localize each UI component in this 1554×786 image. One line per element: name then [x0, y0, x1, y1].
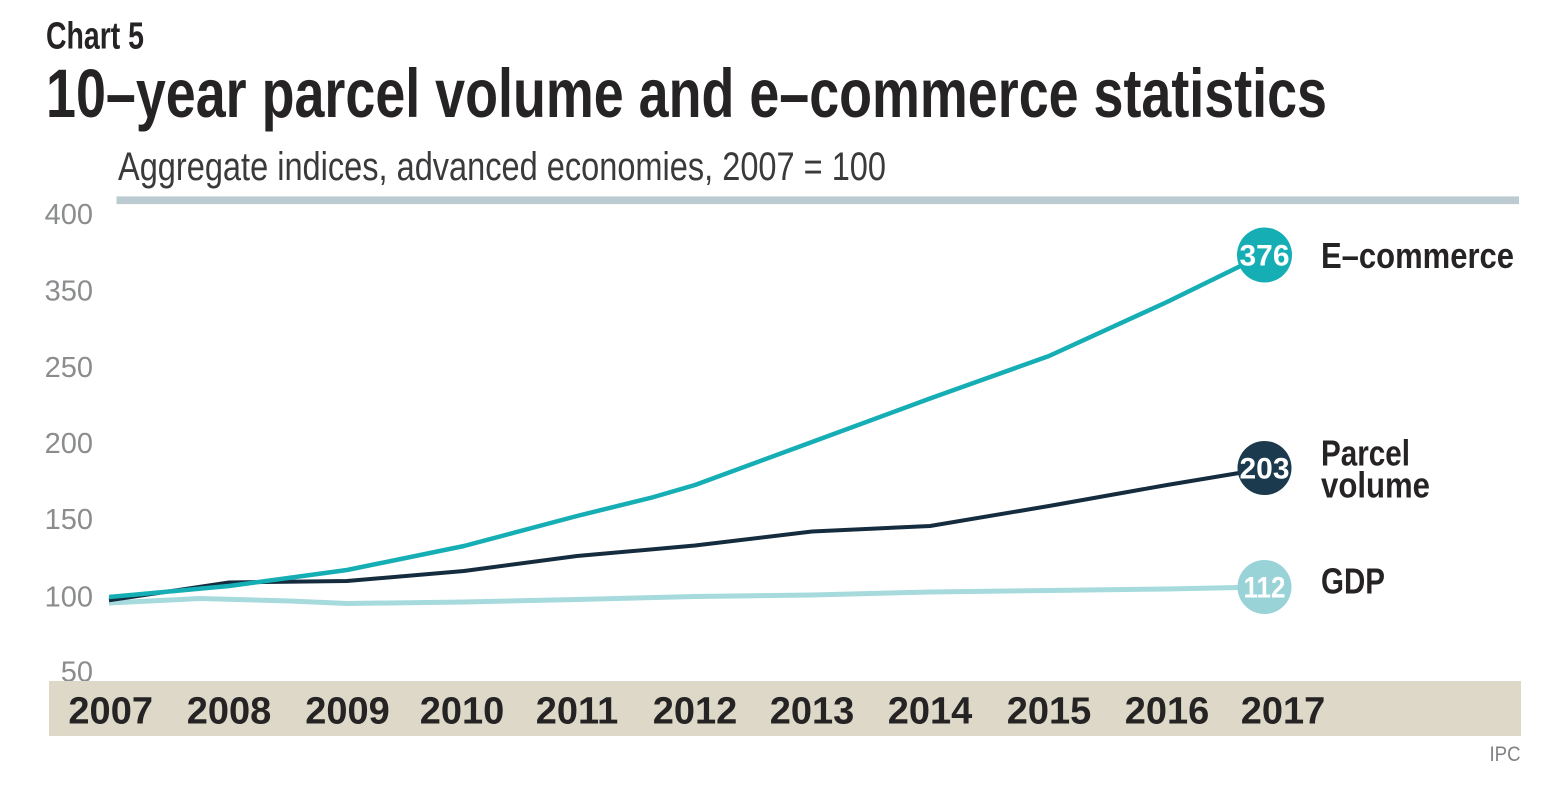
svg-text:volume: volume — [1321, 465, 1430, 506]
svg-text:112: 112 — [1244, 572, 1286, 605]
svg-text:376: 376 — [1240, 240, 1290, 273]
svg-text:150: 150 — [45, 504, 93, 536]
svg-text:250: 250 — [45, 352, 93, 384]
svg-text:2013: 2013 — [770, 691, 855, 733]
svg-text:GDP: GDP — [1321, 561, 1385, 602]
svg-text:Aggregate indices, advanced ec: Aggregate indices, advanced economies, 2… — [118, 145, 886, 189]
svg-text:IPC: IPC — [1490, 743, 1521, 766]
svg-text:Chart 5: Chart 5 — [46, 16, 144, 58]
svg-text:100: 100 — [45, 582, 93, 614]
svg-text:2008: 2008 — [187, 691, 272, 733]
svg-text:2016: 2016 — [1125, 691, 1210, 733]
svg-text:2007: 2007 — [68, 691, 153, 733]
svg-text:2017: 2017 — [1241, 691, 1326, 733]
svg-text:200: 200 — [45, 428, 93, 460]
svg-text:2009: 2009 — [305, 691, 390, 733]
svg-text:2010: 2010 — [420, 691, 505, 733]
svg-text:10–year parcel volume and e–co: 10–year parcel volume and e–commerce sta… — [46, 55, 1327, 132]
svg-text:400: 400 — [45, 199, 93, 231]
svg-text:2011: 2011 — [536, 691, 618, 733]
svg-text:2012: 2012 — [653, 691, 738, 733]
svg-text:2014: 2014 — [888, 691, 973, 733]
svg-text:E–commerce: E–commerce — [1321, 235, 1514, 276]
svg-text:350: 350 — [45, 276, 93, 308]
svg-text:2015: 2015 — [1007, 691, 1092, 733]
svg-text:Parcel: Parcel — [1321, 433, 1410, 474]
svg-text:203: 203 — [1240, 453, 1290, 486]
